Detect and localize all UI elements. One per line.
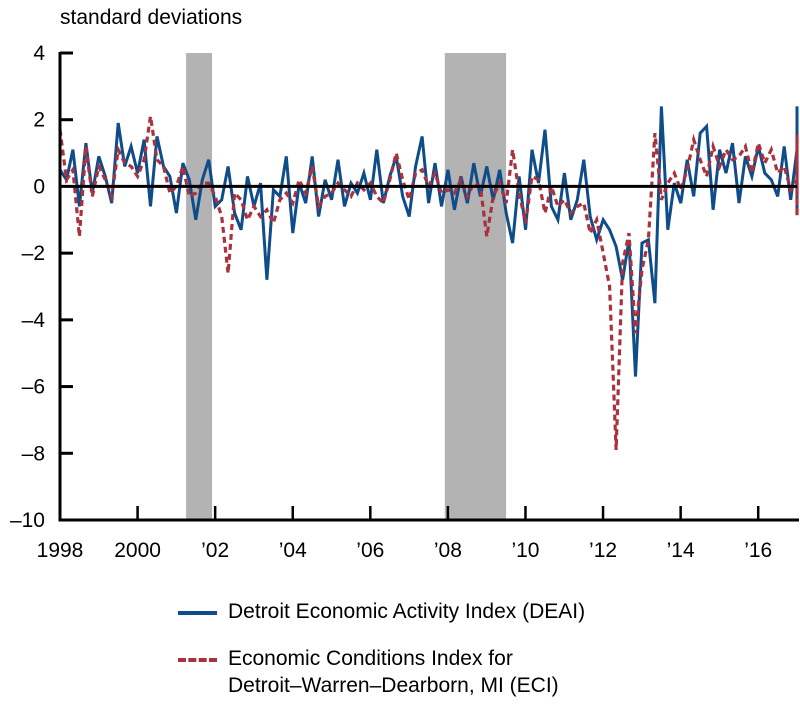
y-ticks: 4 2 0 –2 –4 –6 –8 –10 [10,42,73,532]
legend-label-deai: Detroit Economic Activity Index (DEAI) [228,600,586,623]
y-tick-label: 4 [33,42,45,65]
x-tick-label: ’04 [279,539,307,562]
x-tick-label: ’06 [356,539,384,562]
x-tick-label: ’16 [744,539,772,562]
series-line-eci [58,116,799,450]
y-tick-label: –6 [22,376,45,399]
series-line-deai [58,106,799,377]
legend: Detroit Economic Activity Index (DEAI) E… [178,598,648,699]
y-tick-label: 2 [33,109,45,132]
y-tick-label: –8 [22,442,45,465]
y-tick-label: –2 [22,242,45,265]
y-tick-label: 0 [33,175,45,198]
recession-bands [186,53,507,520]
series-group [58,106,799,450]
x-tick-label: ’10 [511,539,539,562]
legend-label-eci-line2: Detroit–Warren–Dearborn, MI (ECI) [228,674,559,697]
x-tick-label: ’14 [667,539,695,562]
legend-item-deai: Detroit Economic Activity Index (DEAI) [178,598,648,625]
legend-swatch-solid [178,611,217,615]
legend-item-eci: Economic Conditions Index for Detroit–War… [178,645,648,699]
legend-label-eci-line1: Economic Conditions Index for [228,647,513,670]
axes-group [58,52,799,522]
y-tick-label: –4 [22,309,46,332]
x-ticks: 1998 2000 ’02 ’04 ’06 ’08 ’10 ’12 ’14 ’16 [37,506,772,562]
y-axis-title: standard deviations [60,6,242,29]
x-tick-label: ’02 [201,539,229,562]
recession-band [444,53,507,520]
recession-band [186,53,213,520]
x-tick-label: ’12 [589,539,617,562]
x-tick-label: 2000 [114,539,161,562]
y-tick-label: –10 [10,509,45,532]
x-tick-label: 1998 [37,539,84,562]
legend-label-eci: Economic Conditions Index for Detroit–War… [228,645,648,699]
legend-swatch-dashed [178,658,217,662]
chart: standard deviations 4 2 0 –2 –4 –6 –8 –10 1998 20… [10,6,799,562]
x-tick-label: ’08 [434,539,462,562]
